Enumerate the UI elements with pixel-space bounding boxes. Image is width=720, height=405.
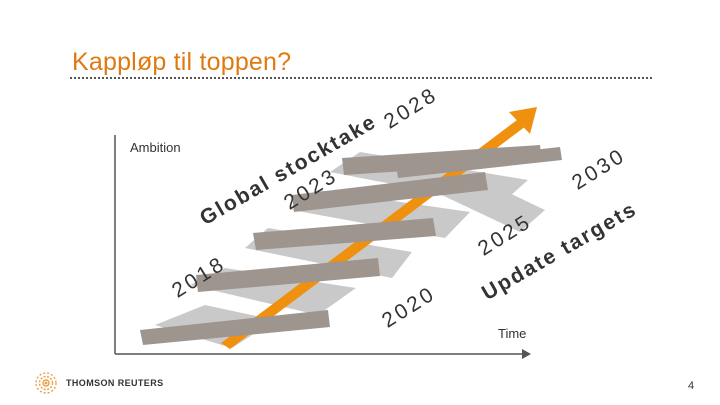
dark-steps: [140, 145, 562, 345]
dark-step-4: [292, 172, 488, 212]
thomson-reuters-logo-icon: [35, 372, 57, 394]
footer-brand: THOMSON REUTERS: [66, 378, 164, 388]
title-divider: [70, 77, 652, 79]
slide-title: Kappløp til toppen?: [72, 48, 292, 76]
dark-step-1: [140, 310, 330, 345]
y-axis-label: Ambition: [130, 140, 181, 155]
dark-step-3: [253, 218, 436, 250]
dark-step-2: [196, 258, 380, 292]
x-axis-arrowhead: [522, 349, 531, 359]
dark-step-6: [396, 147, 562, 178]
trajectory-arrow-head: [509, 107, 537, 134]
x-axis-label: Time: [498, 326, 527, 341]
page-number: 4: [688, 380, 695, 392]
